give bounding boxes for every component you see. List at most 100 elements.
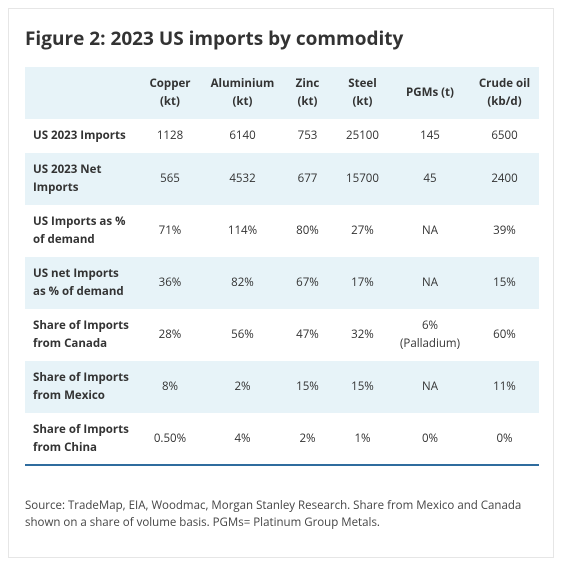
table-cell: 60% <box>470 309 539 361</box>
header-line: Aluminium <box>210 76 275 91</box>
table-cell: 114% <box>205 205 280 257</box>
table-row: Share of Imports from Mexico 8% 2% 15% 15% NA… <box>25 361 539 413</box>
table-cell: 4% <box>205 413 280 465</box>
cell-text: 565 <box>160 171 180 186</box>
header-line: Crude oil <box>478 76 531 91</box>
title: Figure 2: 2023 US imports by commodity <box>25 25 404 51</box>
cell-text: 4532 <box>229 171 256 186</box>
table-cell: 45 <box>390 153 470 205</box>
cell-text: 17% <box>351 275 374 290</box>
table-cell: 677 <box>280 153 335 205</box>
table-cell: 2400 <box>470 153 539 205</box>
cell-text: 32% <box>351 327 374 342</box>
table-cell: 15% <box>335 361 390 413</box>
header-line: Steel <box>348 76 377 91</box>
table-cell: 47% <box>280 309 335 361</box>
corner-cell <box>25 67 135 119</box>
cell-text: 1128 <box>156 128 184 143</box>
header-line: Copper <box>149 76 191 91</box>
table-cell: 71% <box>135 205 205 257</box>
cell-text: 2400 <box>491 171 518 186</box>
table-cell: 2% <box>280 413 335 465</box>
row-label: Share of Imports from China <box>25 413 135 465</box>
card: Figure 2: 2023 US imports by commodity C… <box>8 8 554 558</box>
cell-text: 15% <box>493 275 516 290</box>
table-cell: NA <box>390 257 470 309</box>
table-cell: 28% <box>135 309 205 361</box>
table: Copper (kt) Aluminium (kt) Zinc (kt) Steel (kt)… <box>25 67 539 466</box>
cell-text: Share of Imports from Mexico <box>33 370 129 403</box>
cell-text: 15% <box>351 379 374 394</box>
table-cell: 6500 <box>470 119 539 153</box>
header-line: PGMs (t) <box>406 85 454 100</box>
cell-text: 677 <box>297 171 318 186</box>
table-cell: 753 <box>280 119 335 153</box>
column-header: Aluminium (kt) <box>205 67 280 119</box>
table-cell: 6% (Palladium) <box>390 309 470 361</box>
table-cell: NA <box>390 205 470 257</box>
row-label: US Imports as % of demand <box>25 205 135 257</box>
cell-text: 71% <box>158 223 182 238</box>
table-cell: 56% <box>205 309 280 361</box>
table-cell: 15700 <box>335 153 390 205</box>
cell-text: 67% <box>296 275 319 290</box>
header-line: Zinc <box>295 76 320 91</box>
header-line: (kt) <box>232 94 253 109</box>
cell-text: 6% (Palladium) <box>400 318 460 351</box>
header-line: (kt) <box>352 94 373 109</box>
cell-text: NA <box>422 275 438 290</box>
cell-text: 56% <box>231 327 254 342</box>
table-cell: 4532 <box>205 153 280 205</box>
row-label: US net Imports as % of demand <box>25 257 135 309</box>
cell-text: US net Imports as % of demand <box>33 266 124 299</box>
table-cell: 15% <box>280 361 335 413</box>
cell-text: NA <box>422 223 438 238</box>
column-header: Crude oil (kb/d) <box>470 67 539 119</box>
table-cell: NA <box>390 361 470 413</box>
cell-text: US 2023 Imports <box>33 128 126 143</box>
cell-text: 45 <box>423 171 437 186</box>
cell-text: 0.50% <box>153 430 187 446</box>
cell-text: 8% <box>161 379 179 394</box>
cell-text: 11% <box>493 379 516 394</box>
table-cell: 32% <box>335 309 390 361</box>
table-row: US 2023 Imports 1128 6140 753 25100 145 6500 <box>25 119 539 153</box>
table-cell: 145 <box>390 119 470 153</box>
column-header: PGMs (t) <box>390 67 470 119</box>
cell-text: NA <box>422 379 438 394</box>
table-cell: 25100 <box>335 119 390 153</box>
cell-text: 15700 <box>346 171 379 186</box>
cell-text: Share of Imports from China <box>33 421 129 455</box>
cell-text: 28% <box>158 327 182 342</box>
table-cell: 82% <box>205 257 280 309</box>
row-label: US 2023 Imports <box>25 119 135 153</box>
table-row: Share of Imports from Canada 28% 56% 47% 32%… <box>25 309 539 361</box>
cell-text: 2% <box>234 379 251 394</box>
cell-text: 60% <box>493 327 516 342</box>
cell-text: 25100 <box>346 128 379 143</box>
table-cell: 2% <box>205 361 280 413</box>
cell-text: 753 <box>297 128 318 143</box>
header-line: (kb/d) <box>487 94 522 109</box>
cell-text: 80% <box>296 223 319 238</box>
cell-text: 6140 <box>229 128 256 143</box>
cell-text: 145 <box>420 128 440 143</box>
cell-text: US 2023 Net Imports <box>33 162 102 195</box>
cell-text: 36% <box>158 275 182 290</box>
table-row: Share of Imports from China 0.50% 4% 2% 1% 0%… <box>25 413 539 465</box>
table-cell: 80% <box>280 205 335 257</box>
cell-text: 0% <box>421 430 439 446</box>
table-cell: 67% <box>280 257 335 309</box>
table-cell: 1128 <box>135 119 205 153</box>
table-cell: 1% <box>335 413 390 465</box>
table-cell: 0% <box>470 413 539 465</box>
table-cell: 6140 <box>205 119 280 153</box>
table-cell: 0% <box>390 413 470 465</box>
header-line: (kt) <box>160 94 180 109</box>
cell-text: Share of Imports from Canada <box>33 318 129 351</box>
cell-text: 6500 <box>491 128 518 143</box>
column-header: Zinc (kt) <box>280 67 335 119</box>
cell-text: 114% <box>227 223 258 238</box>
cell-text: 15% <box>296 379 319 394</box>
